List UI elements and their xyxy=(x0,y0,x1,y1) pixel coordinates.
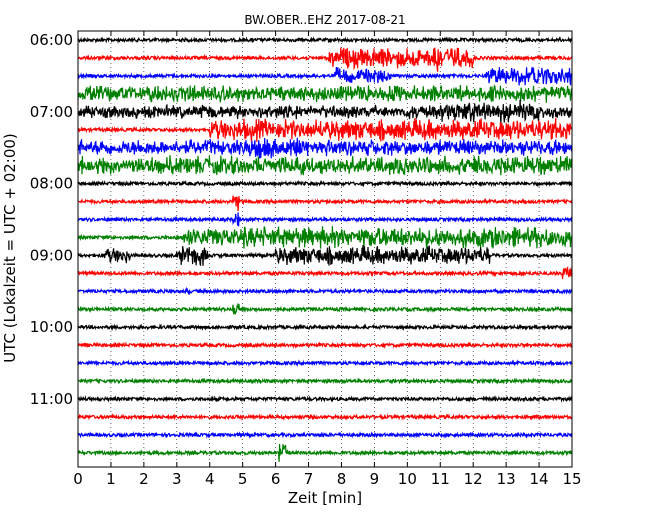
trace-1030 xyxy=(77,359,573,367)
x-tick-label: 2 xyxy=(139,470,149,488)
trace-0800 xyxy=(77,179,573,188)
trace-1045 xyxy=(78,377,573,385)
chart-title: BW.OBER..EHZ 2017-08-21 xyxy=(244,13,405,27)
trace-0630 xyxy=(77,66,573,86)
y-tick-label: 10:00 xyxy=(30,318,73,336)
y-tick-label: 09:00 xyxy=(30,246,73,264)
y-tick-label: 11:00 xyxy=(30,390,73,408)
trace-1000 xyxy=(77,323,573,332)
x-axis-title: Zeit [min] xyxy=(288,489,362,507)
trace-0945 xyxy=(77,303,573,315)
trace-1145 xyxy=(77,443,573,462)
x-tick-label: 11 xyxy=(431,470,450,488)
trace-0700 xyxy=(77,99,573,124)
y-tick-label: 08:00 xyxy=(30,175,73,193)
trace-1100 xyxy=(77,395,573,403)
trace-0745 xyxy=(77,155,573,176)
y-tick-label: 07:00 xyxy=(30,103,73,121)
trace-0815 xyxy=(77,195,573,212)
x-tick-label: 6 xyxy=(271,470,281,488)
trace-0830 xyxy=(77,212,573,227)
plot-frame xyxy=(77,30,573,468)
x-tick-label: 7 xyxy=(304,470,314,488)
x-tick-label: 8 xyxy=(337,470,347,488)
x-tick-label: 10 xyxy=(398,470,417,488)
y-axis-title: UTC (Lokalzeit = UTC + 02:00) xyxy=(1,133,19,363)
trace-0730 xyxy=(77,137,573,159)
x-tick-label: 14 xyxy=(530,470,549,488)
x-tick-label: 1 xyxy=(106,470,116,488)
grid xyxy=(110,31,540,467)
trace-1115 xyxy=(77,413,573,421)
trace-0915 xyxy=(77,266,573,280)
y-tick-label: 06:00 xyxy=(30,31,73,49)
x-tick-label: 3 xyxy=(172,470,182,488)
trace-1130 xyxy=(77,430,573,439)
x-tick-label: 13 xyxy=(497,470,516,488)
x-tick-label: 15 xyxy=(562,470,581,488)
trace-0715 xyxy=(77,117,573,142)
x-tick-label: 12 xyxy=(464,470,483,488)
x-tick-label: 4 xyxy=(205,470,215,488)
trace-0615 xyxy=(77,47,573,72)
trace-0900 xyxy=(77,245,573,266)
trace-0600 xyxy=(77,36,573,44)
traces xyxy=(77,36,573,462)
x-tick-label: 0 xyxy=(73,470,83,488)
x-tick-label: 5 xyxy=(238,470,248,488)
trace-0645 xyxy=(77,84,573,104)
trace-0930 xyxy=(77,286,573,296)
trace-1015 xyxy=(77,341,573,350)
x-tick-label: 9 xyxy=(370,470,380,488)
trace-0845 xyxy=(77,226,573,250)
ticks: 0 1 2 3 4 5 6 7 8 9 10 11 12 13 14 1506:0007:0008:0009:… xyxy=(30,31,582,488)
